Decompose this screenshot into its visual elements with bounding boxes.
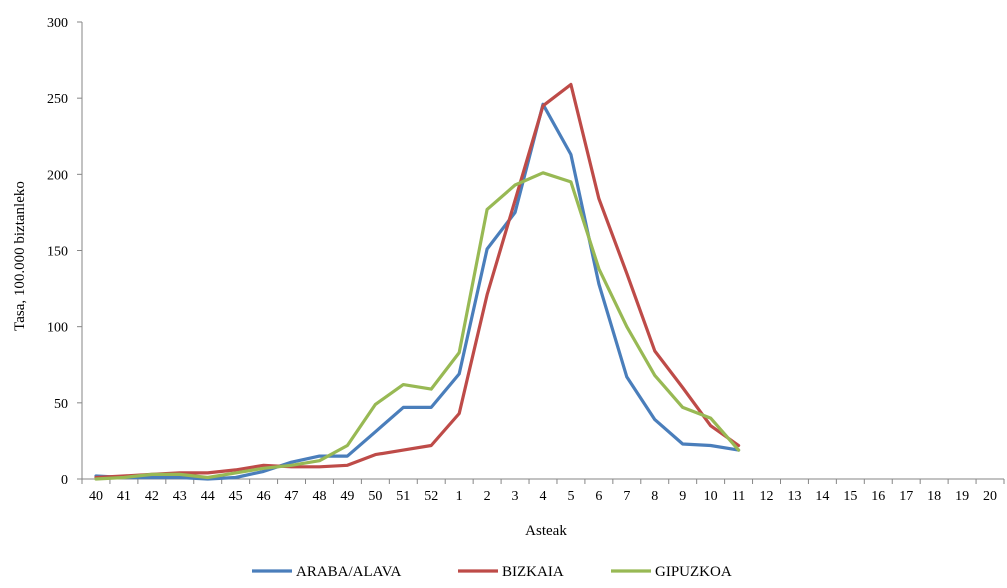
x-tick-label: 13 xyxy=(787,489,801,504)
x-tick-label: 16 xyxy=(871,489,885,504)
x-tick-label: 10 xyxy=(704,489,718,504)
x-tick-label: 46 xyxy=(257,489,271,504)
series-line-araba-alava xyxy=(94,102,741,481)
x-tick-label: 45 xyxy=(229,489,243,504)
y-axis-title: Tasa, 100.000 biztanleko xyxy=(12,181,28,331)
y-tick-label: 250 xyxy=(47,92,68,107)
x-tick-label: 49 xyxy=(340,489,354,504)
x-tick-label: 51 xyxy=(396,489,410,504)
x-tick-label: 40 xyxy=(89,489,103,504)
x-tick-label: 15 xyxy=(843,489,857,504)
x-tick-label: 2 xyxy=(484,489,491,504)
x-axis: 40 41 42 43 44 45 46 47 48 49 50 51 52 1 2 3 4 5 6 7 8 9 10 11 1… xyxy=(81,478,1005,504)
x-tick-label: 43 xyxy=(173,489,187,504)
y-axis: 0 50 100 150 200 250 300 xyxy=(47,16,83,488)
x-tick-label: 4 xyxy=(540,489,547,504)
x-tick-label: 3 xyxy=(512,489,519,504)
legend-label-bizkaia: BIZKAIA xyxy=(502,564,564,580)
y-tick-label: 0 xyxy=(61,473,68,488)
series-layer xyxy=(94,82,741,481)
x-tick-label: 11 xyxy=(732,489,745,504)
x-tick-label: 12 xyxy=(760,489,774,504)
x-tick-label: 17 xyxy=(899,489,913,504)
x-tick-label: 41 xyxy=(117,489,131,504)
legend-label-gipuzkoa: GIPUZKOA xyxy=(655,564,732,580)
x-tick-label: 20 xyxy=(983,489,997,504)
y-tick-label: 300 xyxy=(47,16,68,31)
series-line-gipuzkoa xyxy=(94,171,741,481)
legend-label-araba-alava: ARABA/ALAVA xyxy=(296,564,401,580)
y-tick-label: 100 xyxy=(47,321,68,336)
series-line-bizkaia xyxy=(94,82,741,480)
x-tick-label: 50 xyxy=(368,489,382,504)
x-tick-label: 6 xyxy=(595,489,602,504)
x-tick-label: 5 xyxy=(567,489,574,504)
y-tick-label: 200 xyxy=(47,168,68,183)
x-axis-title: Asteak xyxy=(525,523,567,539)
x-tick-label: 44 xyxy=(201,489,215,504)
x-tick-label: 7 xyxy=(623,489,630,504)
x-tick-label: 48 xyxy=(312,489,326,504)
x-tick-label: 47 xyxy=(285,489,299,504)
x-tick-label: 52 xyxy=(424,489,438,504)
y-tick-label: 150 xyxy=(47,245,68,260)
x-tick-label: 42 xyxy=(145,489,159,504)
y-tick-label: 50 xyxy=(54,397,68,412)
x-tick-label: 8 xyxy=(651,489,658,504)
x-tick-label: 1 xyxy=(456,489,463,504)
x-tick-label: 19 xyxy=(955,489,969,504)
legend: ARABA/ALAVA BIZKAIA GIPUZKOA xyxy=(252,564,732,580)
x-tick-label: 14 xyxy=(815,489,829,504)
x-tick-label: 9 xyxy=(679,489,686,504)
x-tick-label: 18 xyxy=(927,489,941,504)
